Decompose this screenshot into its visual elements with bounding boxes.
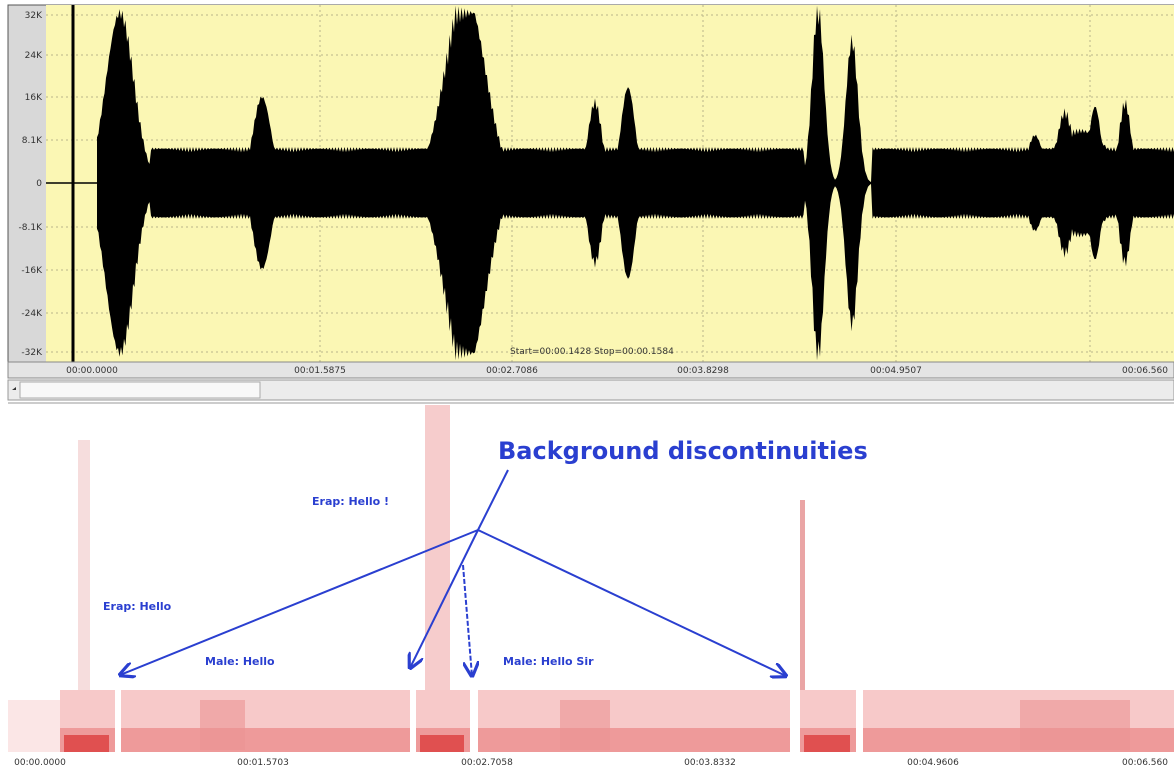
time-ruler <box>7 361 1174 379</box>
annotation-title: Background discontinuities <box>498 437 868 465</box>
y-axis-label: -16K <box>21 266 43 276</box>
spectral-band <box>121 728 410 752</box>
selection-status: Start=00:00.1428 Stop=00:00.1584 <box>510 347 674 357</box>
spectral-band <box>478 728 790 752</box>
scroll-thumb[interactable] <box>19 381 261 399</box>
time-label: 00:03.8332 <box>684 758 736 768</box>
y-axis-label: 32K <box>25 11 43 21</box>
burst-column <box>78 440 90 690</box>
y-axis-label: -8.1K <box>19 223 44 233</box>
formant <box>200 700 245 750</box>
arrow <box>462 564 472 676</box>
y-axis-label: 24K <box>25 51 43 61</box>
y-axis-label: -24K <box>21 309 43 319</box>
waveform <box>97 5 1174 361</box>
arrow-stem <box>477 469 509 531</box>
time-label: 00:03.8298 <box>677 366 729 376</box>
formant <box>1020 700 1130 750</box>
annotation-label: Male: Hello <box>205 655 275 668</box>
formant <box>560 700 610 750</box>
time-label: 00:06.560 <box>1122 366 1168 376</box>
time-label: 00:04.9507 <box>870 366 922 376</box>
arrow <box>120 529 479 675</box>
time-label: 00:01.5875 <box>294 366 346 376</box>
scrollbar[interactable] <box>7 379 1174 401</box>
time-label: 00:04.9606 <box>907 758 959 768</box>
annotation-label: Male: Hello Sir <box>503 655 594 668</box>
time-label: 00:06.560 <box>1122 758 1168 768</box>
annotation-label: Erap: Hello <box>103 600 172 613</box>
y-axis-label: 16K <box>25 93 43 103</box>
burst-base <box>804 735 850 752</box>
spectral-band <box>8 700 60 752</box>
y-axis-label: -32K <box>21 348 43 358</box>
arrow <box>477 529 786 676</box>
time-label: 00:00.0000 <box>14 758 66 768</box>
burst-base <box>420 735 464 752</box>
arrow <box>410 529 479 668</box>
burst-column <box>800 500 805 690</box>
time-label: 00:00.0000 <box>66 366 118 376</box>
annotation-label: Erap: Hello ! <box>312 495 389 508</box>
y-axis-label: 0 <box>36 179 42 189</box>
burst-column <box>425 405 450 690</box>
y-axis-label: 8.1K <box>22 136 43 146</box>
spec-ruler <box>8 752 1174 773</box>
burst-base <box>64 735 109 752</box>
time-label: 00:01.5703 <box>237 758 289 768</box>
time-label: 00:02.7086 <box>486 366 538 376</box>
time-label: 00:02.7058 <box>461 758 513 768</box>
scroll-left[interactable] <box>12 387 16 390</box>
arrows <box>120 469 786 676</box>
